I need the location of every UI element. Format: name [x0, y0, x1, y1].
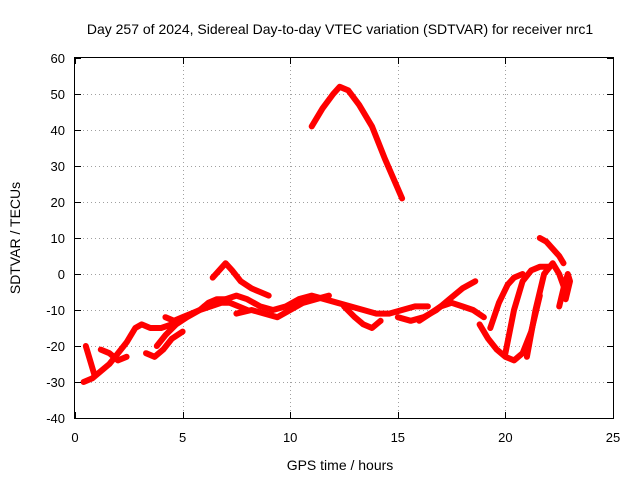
grid — [75, 58, 613, 418]
y-tick-label: 20 — [51, 195, 65, 210]
x-tick-label: 5 — [179, 430, 186, 445]
series-arc-16 — [502, 263, 552, 357]
y-tick-label: -40 — [46, 411, 65, 426]
y-tick-label: 0 — [58, 267, 65, 282]
axis-ticks: 0 5 10 15 20 25 -40 -30 -20 -10 0 10 20 30 40 50 60 — [46, 51, 620, 445]
series-arc-19 — [556, 271, 573, 310]
y-axis-label: SDTVAR / TECUs — [7, 182, 23, 294]
series-arc-3 — [97, 346, 130, 364]
series-arc-15 — [487, 271, 526, 331]
x-tick-label: 25 — [606, 430, 620, 445]
series-arc-17 — [523, 260, 569, 360]
y-tick-label: 60 — [51, 51, 65, 66]
series-arc-2 — [82, 343, 98, 378]
y-tick-label: 10 — [51, 231, 65, 246]
x-axis-label: GPS time / hours — [287, 457, 394, 473]
series-arc-7 — [209, 260, 272, 299]
y-tick-label: -20 — [46, 339, 65, 354]
plot-frame — [74, 57, 614, 419]
x-tick-label: 20 — [498, 430, 512, 445]
y-tick-label: 40 — [51, 123, 65, 138]
chart-title: Day 257 of 2024, Sidereal Day-to-day VTE… — [87, 21, 593, 37]
series-arc-8 — [201, 292, 431, 317]
series-arc-11 — [308, 83, 406, 202]
data-series — [80, 83, 573, 385]
y-tick-label: 30 — [51, 159, 65, 174]
series-arc-4 — [143, 328, 186, 360]
y-tick-label: -30 — [46, 375, 65, 390]
series-arc-13 — [416, 299, 487, 324]
series-arc-10 — [341, 303, 384, 331]
y-tick-label: -10 — [46, 303, 65, 318]
series-arc-9 — [233, 292, 332, 321]
x-tick-label: 10 — [283, 430, 297, 445]
series-arc-1 — [80, 321, 175, 385]
series-arc-18 — [536, 235, 567, 267]
x-tick-label: 0 — [71, 430, 78, 445]
series-arc-12 — [394, 278, 479, 324]
x-tick-label: 15 — [391, 430, 405, 445]
y-tick-label: 50 — [51, 87, 65, 102]
